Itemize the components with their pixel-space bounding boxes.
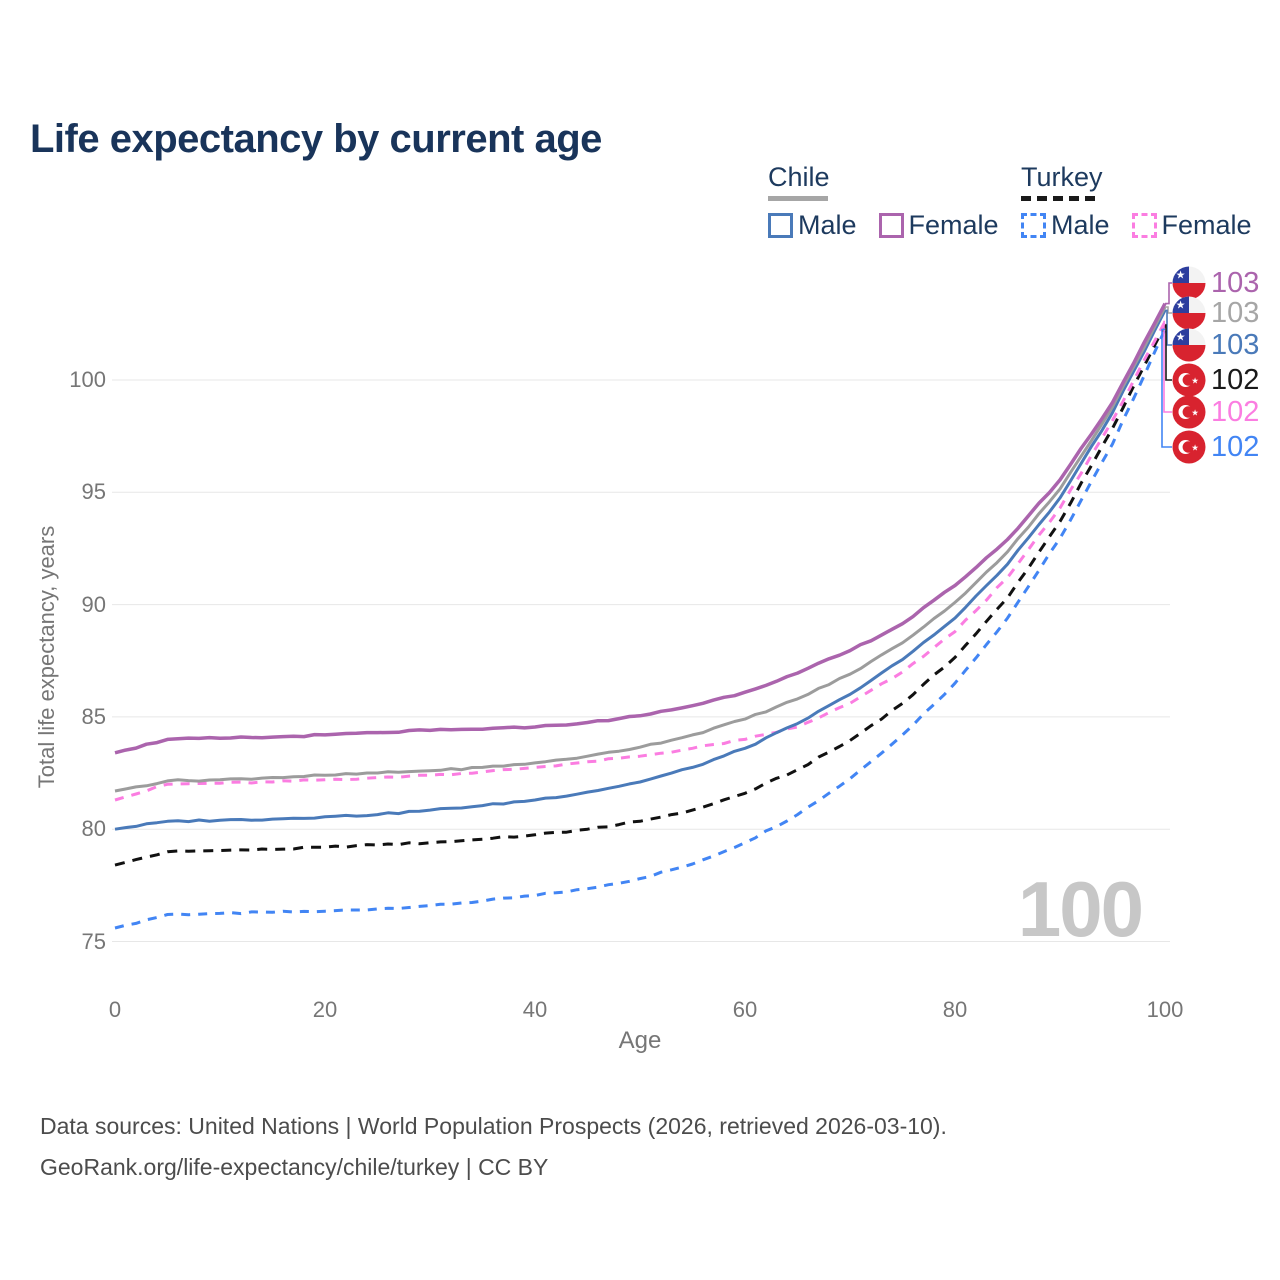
- chile-male-swatch-icon: [768, 213, 793, 238]
- turkey-flag-icon: ★: [1172, 430, 1206, 464]
- series-line-chile[interactable]: [114, 306, 1167, 793]
- turkey-flag: ★: [1172, 363, 1206, 402]
- legend-item-label: Female: [1161, 210, 1252, 240]
- legend-chile-title: Chile: [768, 162, 830, 192]
- legend-item-label: Female: [908, 210, 999, 240]
- legend-turkey-title: Turkey: [1021, 162, 1103, 192]
- y-tick-label: 90: [81, 591, 106, 617]
- legend-item-turkey-male[interactable]: Male: [1021, 210, 1110, 241]
- legend-group-chile: Chile Male Female: [768, 162, 999, 241]
- end-label-connector: [1161, 328, 1172, 448]
- footer: Data sources: United Nations | World Pop…: [40, 1106, 947, 1188]
- turkey-female-swatch-icon: [1131, 213, 1157, 238]
- series-line-turkey-male[interactable]: [114, 328, 1167, 930]
- end-label-value: 102: [1211, 364, 1260, 396]
- chile-flag-icon: ★: [1172, 328, 1206, 362]
- chile-flag-icon: ★: [1172, 266, 1206, 300]
- end-label-value: 103: [1211, 297, 1260, 329]
- chile-female-swatch-icon: [878, 213, 904, 238]
- turkey-flag-icon: ★: [1172, 363, 1206, 397]
- turkey-male-swatch-icon: [1021, 213, 1046, 238]
- x-tick-label: 40: [522, 997, 548, 1022]
- chile-flag: ★: [1172, 328, 1206, 367]
- end-label-connector: [1165, 282, 1172, 305]
- x-tick-label: 0: [108, 997, 122, 1022]
- x-tick-label: 20: [312, 997, 338, 1022]
- x-axis-title: Age: [618, 1027, 662, 1054]
- svg-text:★: ★: [1176, 269, 1186, 282]
- legend-item-label: Male: [1051, 210, 1110, 240]
- legend-turkey-underline: [1021, 196, 1097, 201]
- end-label-value: 102: [1211, 431, 1260, 463]
- series-line-chile-female[interactable]: [114, 302, 1167, 755]
- end-label-connector: [1165, 306, 1172, 314]
- end-label-connector: [1165, 324, 1172, 381]
- chile-flag: ★: [1172, 296, 1206, 335]
- end-label-connector: [1165, 309, 1172, 346]
- legend-item-chile-female[interactable]: Female: [878, 210, 999, 241]
- end-label-value: 103: [1211, 329, 1260, 361]
- y-tick-label: 100: [69, 367, 106, 392]
- end-label-connector: [1163, 320, 1172, 413]
- y-tick-label: 95: [81, 479, 106, 505]
- x-tick-label: 60: [732, 997, 758, 1022]
- svg-text:★: ★: [1176, 299, 1186, 312]
- turkey-flag: ★: [1172, 430, 1206, 469]
- data-sources-line: Data sources: United Nations | World Pop…: [40, 1113, 947, 1139]
- turkey-flag: ★: [1172, 395, 1206, 434]
- series-line-turkey[interactable]: [114, 324, 1167, 867]
- age-counter-watermark: 100: [1017, 865, 1144, 953]
- legend-item-chile-male[interactable]: Male: [768, 210, 857, 241]
- y-tick-label: 75: [81, 928, 106, 954]
- x-tick-label: 80: [942, 997, 968, 1022]
- svg-text:★: ★: [1191, 409, 1199, 419]
- chile-flag-icon: ★: [1172, 296, 1206, 330]
- turkey-flag-icon: ★: [1172, 395, 1206, 429]
- attribution-line: GeoRank.org/life-expectancy/chile/turkey…: [40, 1154, 549, 1180]
- y-tick-label: 80: [81, 816, 106, 842]
- svg-text:★: ★: [1191, 377, 1199, 387]
- series-line-chile-male[interactable]: [114, 309, 1167, 831]
- legend-item-label: Male: [798, 210, 857, 240]
- end-label-value: 103: [1211, 267, 1260, 299]
- end-label-value: 102: [1211, 396, 1260, 428]
- legend-chile-underline: [768, 196, 828, 201]
- svg-text:★: ★: [1176, 331, 1186, 344]
- svg-text:★: ★: [1191, 444, 1199, 454]
- y-tick-label: 85: [81, 703, 106, 729]
- chile-flag: ★: [1172, 266, 1206, 305]
- series-line-turkey-female[interactable]: [114, 320, 1167, 802]
- legend-item-turkey-female[interactable]: Female: [1131, 210, 1252, 241]
- legend-group-turkey: Turkey Male Female: [1021, 162, 1252, 241]
- chart-title: Life expectancy by current age: [30, 116, 602, 161]
- x-tick-label: 100: [1146, 997, 1184, 1022]
